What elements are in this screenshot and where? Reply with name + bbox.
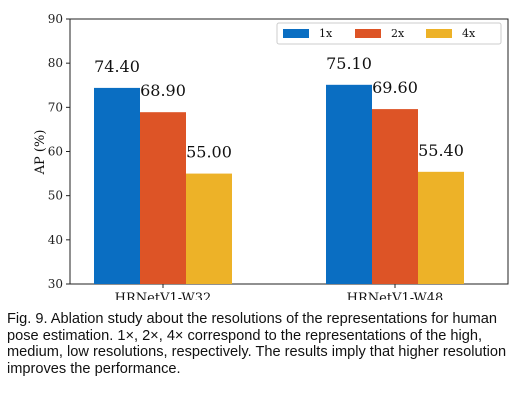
y-axis: 30 40 50 60 70 80 90	[48, 12, 70, 291]
figure-caption: Fig. 9. Ablation study about the resolut…	[7, 311, 507, 377]
bar	[186, 173, 232, 284]
bars	[94, 84, 464, 285]
data-label: 55.40	[418, 141, 464, 160]
x-axis: HRNetV1-W32 HRNetV1-W48	[115, 284, 444, 300]
y-tick-label: 80	[48, 56, 63, 70]
bar-chart: 30 40 50 60 70 80 90 HRNetV1-W32 HRNetV1-W48 74…	[33, 12, 509, 300]
y-tick-label: 30	[48, 277, 63, 291]
y-tick-label: 70	[48, 100, 63, 114]
y-tick-label: 50	[48, 189, 63, 203]
data-label: 55.00	[186, 143, 232, 162]
data-label: 74.40	[94, 57, 140, 76]
y-axis-title: AP (%)	[33, 130, 48, 176]
bar	[326, 84, 372, 284]
legend-swatch	[283, 29, 309, 38]
x-tick-label: HRNetV1-W48	[347, 291, 444, 300]
legend-box	[276, 22, 502, 45]
y-tick-label: 90	[48, 12, 63, 26]
legend-label: 1x	[319, 27, 333, 40]
bar	[140, 112, 186, 284]
data-label: 68.90	[140, 81, 186, 100]
bar	[372, 109, 418, 284]
y-tick-label: 40	[48, 233, 63, 247]
legend-label: 2x	[391, 27, 405, 40]
x-tick-label: HRNetV1-W32	[115, 291, 212, 300]
legend-swatch	[355, 29, 381, 38]
legend-label: 4x	[462, 27, 476, 40]
data-label: 69.60	[372, 78, 418, 97]
data-label: 75.10	[326, 54, 372, 73]
legend: 1x 2x 4x	[276, 22, 502, 45]
y-tick-label: 60	[48, 145, 63, 159]
legend-swatch	[426, 29, 452, 38]
bar	[94, 87, 140, 285]
bar	[418, 171, 464, 284]
